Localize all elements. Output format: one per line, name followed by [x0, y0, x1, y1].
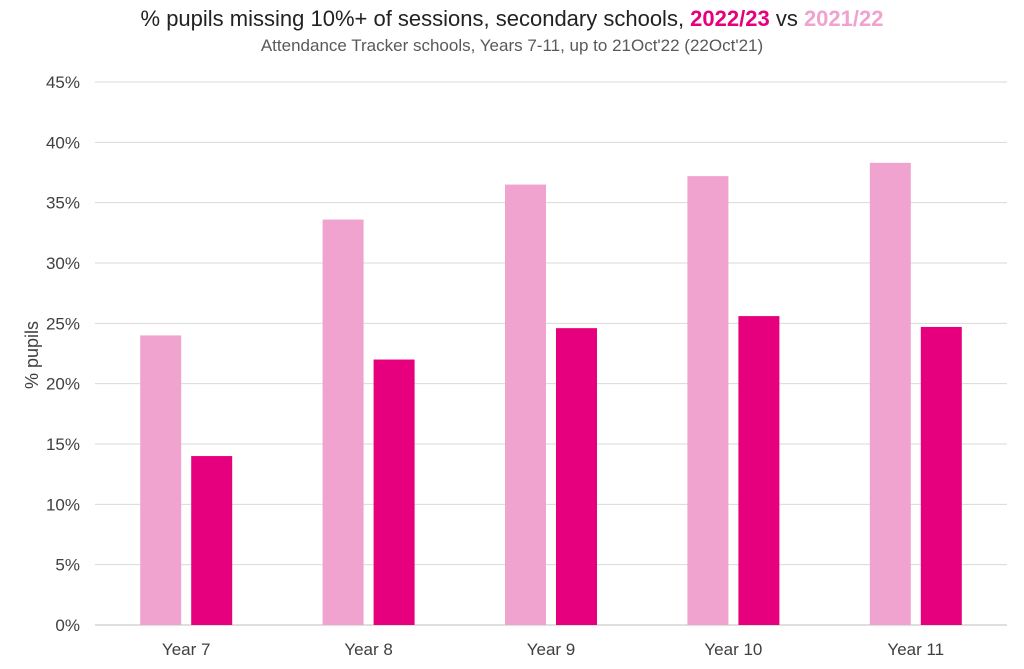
- bar-2022-23: [191, 456, 233, 625]
- x-tick-label: Year 8: [344, 640, 393, 659]
- y-tick-label: 30%: [46, 254, 80, 273]
- y-tick-label: 10%: [46, 495, 80, 514]
- x-tick-label: Year 10: [704, 640, 762, 659]
- bar-2021-22: [687, 176, 729, 625]
- y-tick-label: 5%: [55, 556, 80, 575]
- chart-title: % pupils missing 10%+ of sessions, secon…: [0, 6, 1024, 32]
- bar-2021-22: [505, 184, 546, 626]
- title-prefix: % pupils missing 10%+ of sessions, secon…: [140, 6, 691, 31]
- x-tick-label: Year 9: [527, 640, 576, 659]
- title-connector: vs: [769, 6, 804, 31]
- bar-2021-22: [869, 162, 911, 625]
- y-tick-label: 40%: [46, 133, 80, 152]
- title-series-2021-22: 2021/22: [803, 6, 884, 31]
- y-axis-ticks: 0% 5% 10% 15% 20% 25% 30% 35% 40% 45%: [46, 73, 80, 635]
- x-axis-ticks: Year 7 Year 8 Year 9 Year 10 Year 11: [162, 640, 944, 659]
- bar-2022-23: [373, 359, 415, 625]
- gridlines: [95, 81, 1007, 626]
- y-tick-label: 45%: [46, 73, 80, 92]
- title-series-2022-23: 2022/23: [690, 6, 770, 31]
- y-tick-label: 0%: [55, 616, 80, 635]
- y-tick-label: 25%: [46, 314, 80, 333]
- bar-2022-23: [920, 326, 962, 625]
- bar-2021-22: [322, 219, 364, 625]
- bar-2022-23: [556, 328, 597, 625]
- y-axis-label: % pupils: [22, 321, 42, 389]
- bar-2022-23: [738, 316, 780, 625]
- y-tick-label: 35%: [46, 194, 80, 213]
- bars: [140, 162, 962, 626]
- x-tick-label: Year 7: [162, 640, 211, 659]
- y-tick-label: 20%: [46, 375, 80, 394]
- y-tick-label: 15%: [46, 435, 80, 454]
- chart-subtitle: Attendance Tracker schools, Years 7-11, …: [260, 36, 764, 55]
- bar-2021-22: [140, 335, 182, 625]
- x-tick-label: Year 11: [887, 640, 944, 659]
